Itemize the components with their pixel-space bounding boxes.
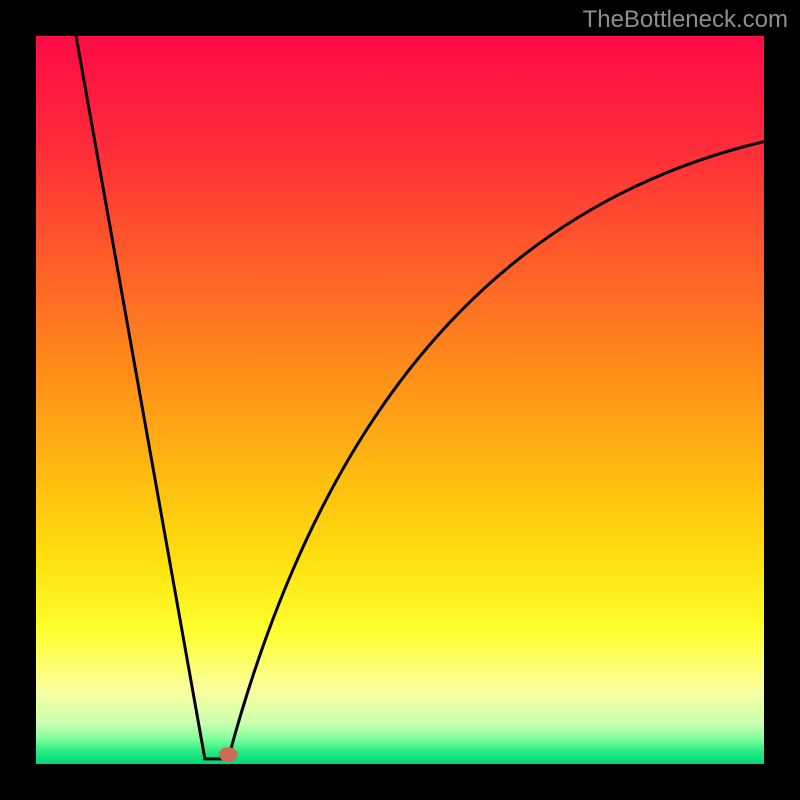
watermark-text: TheBottleneck.com bbox=[583, 6, 788, 34]
bottleneck-chart bbox=[36, 36, 764, 764]
chart-background bbox=[36, 36, 764, 764]
chart-svg bbox=[36, 36, 764, 764]
optimum-marker bbox=[219, 747, 238, 762]
